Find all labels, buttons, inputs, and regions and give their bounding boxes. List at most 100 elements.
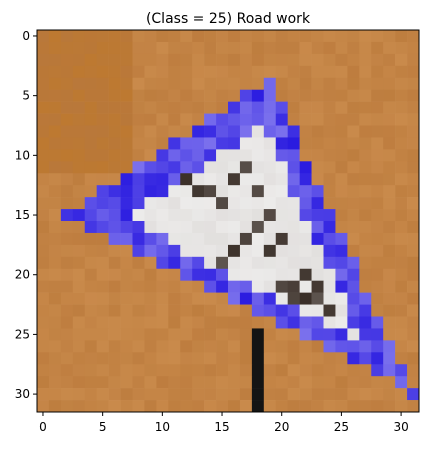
heatmap-cell — [120, 232, 133, 246]
heatmap-cell — [371, 197, 384, 210]
heatmap-cell — [287, 280, 300, 293]
heatmap-cell — [299, 30, 312, 43]
heatmap-cell — [120, 328, 133, 341]
heatmap-cell — [144, 41, 157, 55]
heatmap-cell — [96, 89, 109, 102]
heatmap-cell — [323, 328, 336, 341]
heatmap-cell — [299, 328, 312, 341]
heatmap-cell — [168, 197, 181, 210]
heatmap-cell — [395, 292, 408, 305]
heatmap-cell — [359, 400, 372, 413]
heatmap-cell — [311, 232, 324, 246]
heatmap-cell — [180, 53, 193, 67]
heatmap-cell — [216, 65, 229, 79]
heatmap-cell — [251, 292, 265, 305]
heatmap-cell — [299, 185, 312, 198]
heatmap-cell — [239, 101, 253, 114]
heatmap-cell — [263, 340, 277, 353]
heatmap-cell — [37, 304, 50, 317]
heatmap-cell — [84, 244, 97, 258]
heatmap-cell — [395, 256, 408, 270]
heatmap-cell — [216, 280, 229, 293]
heatmap-cell — [228, 256, 241, 270]
heatmap-cell — [359, 101, 372, 114]
heatmap-cell — [168, 304, 181, 317]
heatmap-cell — [347, 304, 360, 317]
heatmap-cell — [156, 149, 169, 162]
heatmap-cell — [371, 232, 384, 246]
heatmap-cell — [251, 77, 265, 90]
heatmap-cell — [275, 185, 288, 198]
heatmap-cell — [156, 268, 169, 281]
heatmap-cell — [156, 316, 169, 329]
heatmap-cell — [383, 30, 396, 43]
heatmap-cell — [156, 280, 169, 293]
heatmap-cell — [84, 221, 97, 234]
heatmap-cell — [275, 221, 288, 234]
heatmap-cell — [383, 256, 396, 270]
heatmap-cell — [60, 268, 74, 281]
heatmap-cell — [311, 221, 324, 234]
x-tick-label: 30 — [393, 420, 408, 434]
heatmap-cell — [395, 328, 408, 341]
heatmap-cell — [168, 352, 181, 365]
heatmap-cell — [168, 388, 181, 401]
heatmap-cell — [168, 232, 181, 246]
heatmap-cell — [108, 340, 121, 353]
heatmap-cell — [263, 41, 277, 55]
heatmap-cell — [216, 376, 229, 389]
heatmap-cell — [239, 352, 253, 365]
heatmap-cell — [275, 328, 288, 341]
heatmap-cell — [275, 256, 288, 270]
heatmap-cell — [192, 364, 205, 377]
heatmap-cell — [239, 89, 253, 102]
heatmap-cell — [287, 221, 300, 234]
heatmap-cell — [347, 340, 360, 353]
heatmap-cell — [228, 280, 241, 293]
heatmap-cell — [84, 256, 97, 270]
y-tick-label: 25 — [15, 327, 30, 341]
heatmap-cell — [120, 400, 133, 413]
heatmap-cell — [323, 30, 336, 43]
heatmap-cell — [228, 173, 241, 186]
heatmap-cell — [407, 232, 420, 246]
heatmap-cell — [251, 400, 265, 413]
heatmap-cell — [60, 137, 74, 150]
heatmap-cell — [347, 30, 360, 43]
heatmap-cell — [275, 280, 288, 293]
heatmap-cell — [180, 113, 193, 126]
heatmap-cell — [299, 113, 312, 126]
heatmap-cell — [299, 244, 312, 258]
heatmap-cell — [371, 376, 384, 389]
heatmap-cell — [299, 268, 312, 281]
heatmap-cell — [263, 244, 277, 258]
heatmap-cell — [48, 65, 62, 79]
heatmap-cell — [407, 400, 420, 413]
heatmap-cell — [407, 256, 420, 270]
heatmap-cell — [96, 173, 109, 186]
heatmap-cell — [144, 364, 157, 377]
heatmap-cell — [108, 113, 121, 126]
heatmap-cell — [48, 244, 62, 258]
heatmap-cell — [37, 268, 50, 281]
heatmap-cell — [228, 340, 241, 353]
heatmap-cell — [192, 400, 205, 413]
heatmap-cell — [120, 77, 133, 90]
heatmap-cell — [323, 340, 336, 353]
heatmap-cell — [239, 185, 253, 198]
heatmap-cell — [132, 197, 145, 210]
heatmap-cell — [383, 185, 396, 198]
heatmap-cell — [239, 376, 253, 389]
heatmap-cell — [48, 149, 62, 162]
heatmap-cell — [263, 149, 277, 162]
heatmap-cell — [108, 304, 121, 317]
heatmap-cell — [120, 41, 133, 55]
x-tick-label: 15 — [214, 420, 229, 434]
heatmap-cell — [132, 30, 145, 43]
plot-frame — [36, 29, 420, 413]
heatmap-cell — [407, 280, 420, 293]
heatmap-cell — [395, 137, 408, 150]
heatmap-cell — [335, 352, 348, 365]
heatmap-cell — [192, 161, 205, 174]
heatmap-cell — [204, 364, 217, 377]
